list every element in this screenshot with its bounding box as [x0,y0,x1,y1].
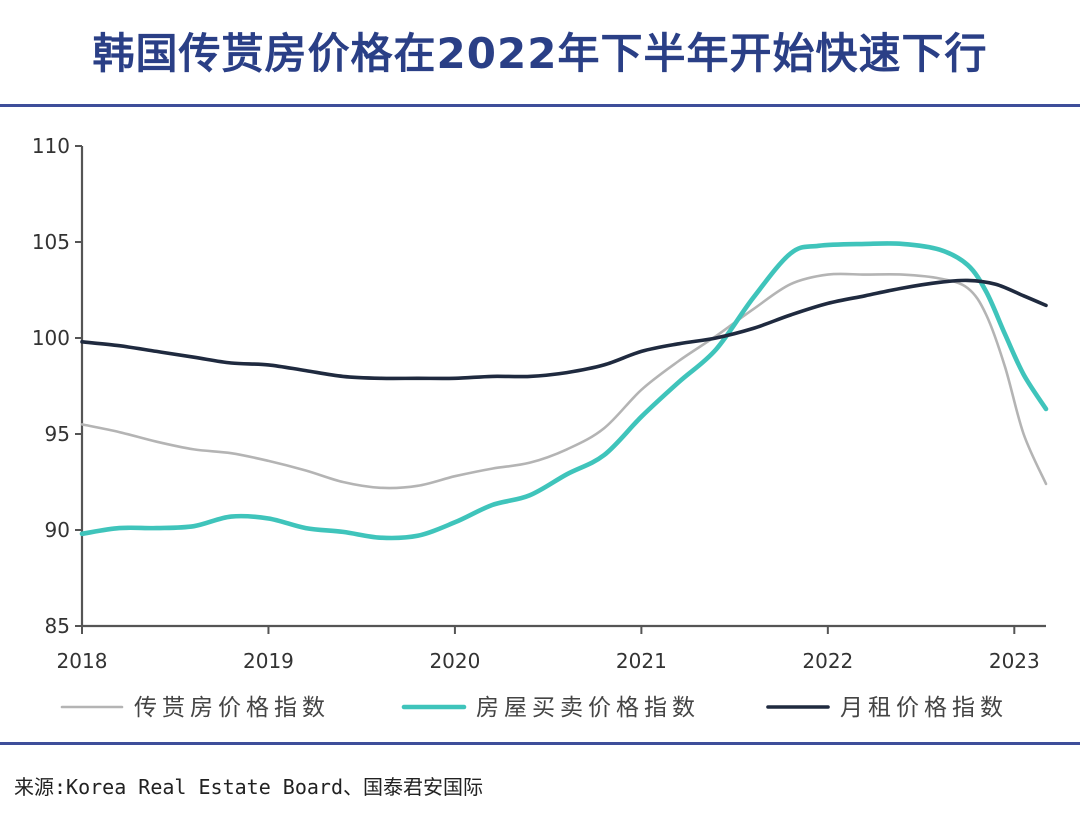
y-tick-label: 95 [45,422,70,446]
x-tick-label: 2021 [616,649,667,673]
y-tick-label: 85 [45,614,70,638]
chart-legend: 传贳房价格指数 房屋买卖价格指数 月租价格指数 [60,695,1008,721]
series-line-1 [80,272,1048,490]
legend-label-3: 月租价格指数 [840,695,1008,721]
chart-title: 韩国传贳房价格在2022年下半年开始快速下行 [92,29,988,78]
y-tick-label: 100 [32,326,70,350]
series-line-3 [80,278,1048,381]
x-tick-label: 2020 [429,649,480,673]
x-tick-label: 2018 [57,649,108,673]
source-note: 来源:Korea Real Estate Board、国泰君安国际 [14,775,483,799]
legend-label-1: 传贳房价格指数 [134,695,330,721]
bottom-divider [0,742,1080,745]
x-tick-label: 2022 [802,649,853,673]
chart-axes: 85 90 95 100 105 110 2018 2019 2020 2021 2022 2023 [32,134,1046,673]
y-tick-label: 110 [32,134,70,158]
chart-series [79,241,1049,541]
x-tick-label: 2023 [989,649,1040,673]
legend-label-2: 房屋买卖价格指数 [476,695,700,721]
series-line-2 [79,241,1049,541]
top-divider [0,104,1080,107]
y-tick-label: 90 [45,518,70,542]
x-tick-label: 2019 [243,649,294,673]
y-tick-label: 105 [32,230,70,254]
